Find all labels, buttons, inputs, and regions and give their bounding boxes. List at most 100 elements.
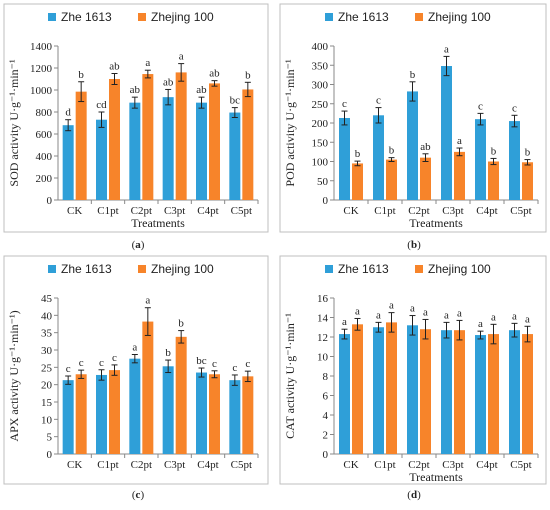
significance-letter: c (376, 95, 381, 107)
significance-letter: a (376, 309, 381, 321)
y-tick-label: 0 (323, 195, 329, 207)
legend-label-2: Zhejing 100 (428, 10, 491, 24)
significance-letter: c (79, 357, 84, 369)
bar-zhe1613 (229, 380, 241, 454)
bar-zhe1613 (96, 374, 107, 454)
bar-zhejing100 (352, 163, 363, 200)
panel-label: (c) (132, 489, 145, 501)
significance-letter: ab (130, 84, 141, 96)
x-tick-label: C5pt (231, 459, 252, 471)
significance-letter: ab (420, 141, 431, 153)
panel-frame (3, 255, 269, 485)
x-tick-label: C1pt (374, 205, 395, 217)
y-tick-label: 200 (312, 118, 329, 130)
bar-zhejing100 (386, 159, 397, 200)
legend-label-2: Zhejing 100 (151, 10, 214, 24)
y-tick-label: 400 (312, 41, 329, 53)
x-tick-label: C3pt (164, 205, 185, 217)
legend-swatch-2 (415, 265, 423, 273)
y-tick-label: 800 (36, 107, 53, 119)
x-axis-label: Treatments (131, 216, 185, 230)
bar-zhe1613 (373, 327, 384, 454)
x-tick-label: C4pt (476, 205, 497, 217)
significance-letter: b (78, 69, 84, 81)
significance-letter: b (525, 147, 531, 159)
x-tick-label: C5pt (510, 205, 531, 217)
bar-zhejing100 (142, 74, 154, 200)
bar-zhe1613 (196, 372, 207, 454)
significance-letter: a (179, 51, 184, 63)
chart-panel-1: Zhe 1613 Zhejing 100 0 200 400 600 800 1000 1200… (3, 3, 269, 251)
y-tick-label: 0 (47, 449, 53, 461)
legend-swatch-1 (325, 265, 333, 273)
bar-zhejing100 (175, 72, 187, 200)
bar-zhejing100 (242, 376, 254, 454)
bar-zhejing100 (522, 334, 533, 454)
y-tick-label: 1400 (30, 41, 53, 53)
x-tick-label: C2pt (408, 205, 429, 217)
y-axis-label: SOD activity U·g⁻¹·min⁻¹ (7, 59, 21, 187)
significance-letter: a (457, 307, 462, 319)
bar-zhejing100 (420, 157, 431, 200)
x-tick-label: C1pt (97, 459, 118, 471)
panel-frame (279, 255, 547, 485)
y-axis-label: CAT activity U·g⁻¹·min⁻¹ (283, 313, 297, 439)
significance-letter: c (112, 352, 117, 364)
significance-letter: b (491, 145, 497, 157)
significance-letter: a (410, 303, 415, 315)
significance-letter: a (355, 305, 360, 317)
x-tick-label: C3pt (164, 459, 185, 471)
legend-swatch-2 (138, 265, 146, 273)
y-tick-label: 1000 (30, 85, 53, 97)
x-tick-label: C1pt (97, 205, 118, 217)
x-tick-label: CK (343, 459, 358, 471)
y-tick-label: 1200 (30, 63, 53, 75)
y-tick-label: 300 (312, 80, 329, 92)
panel-label: (b) (407, 239, 421, 251)
y-tick-label: 100 (312, 157, 329, 169)
y-tick-label: 30 (41, 345, 53, 357)
significance-letter: a (512, 310, 517, 322)
legend-swatch-2 (415, 13, 423, 21)
y-tick-label: 8 (323, 371, 329, 383)
legend-label-2: Zhejing 100 (428, 262, 491, 276)
bar-zhejing100 (352, 324, 363, 454)
y-tick-label: 350 (312, 60, 329, 72)
bar-zhe1613 (62, 125, 74, 200)
bar-zhejing100 (175, 336, 187, 454)
significance-letter: b (178, 318, 184, 330)
panel-label: (a) (132, 239, 145, 251)
bar-zhe1613 (162, 97, 174, 200)
x-tick-label: C4pt (476, 459, 497, 471)
significance-letter: ab (209, 68, 220, 80)
x-tick-label: C3pt (442, 205, 463, 217)
significance-letter: c (232, 362, 237, 374)
y-axis-label: APX activity U·g⁻¹·min⁻¹) (7, 310, 21, 441)
bar-zhe1613 (162, 366, 174, 454)
bar-zhejing100 (522, 162, 533, 200)
y-tick-label: 12 (317, 332, 328, 344)
bar-zhejing100 (488, 334, 499, 454)
bar-zhejing100 (142, 321, 154, 454)
y-tick-label: 0 (323, 449, 329, 461)
bar-zhe1613 (373, 115, 384, 200)
bar-zhe1613 (407, 91, 418, 200)
y-tick-label: 20 (41, 380, 53, 392)
y-tick-label: 50 (317, 176, 329, 188)
panel-frame (3, 3, 269, 233)
significance-letter: a (423, 306, 428, 318)
x-tick-label: C3pt (442, 459, 463, 471)
significance-letter: cd (96, 99, 107, 111)
y-tick-label: 250 (312, 99, 329, 111)
significance-letter: b (355, 148, 361, 160)
significance-letter: a (132, 342, 137, 354)
legend-swatch-1 (325, 13, 333, 21)
significance-letter: a (389, 300, 394, 312)
panel-frame (279, 3, 547, 233)
significance-letter: d (65, 107, 71, 119)
panel-label: (d) (407, 489, 421, 501)
bar-zhe1613 (509, 121, 520, 200)
significance-letter: bc (230, 95, 241, 107)
bar-zhejing100 (454, 151, 465, 200)
